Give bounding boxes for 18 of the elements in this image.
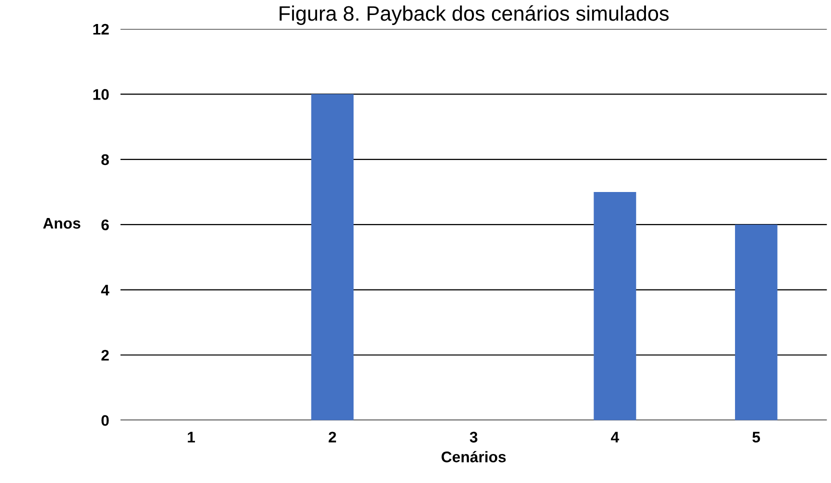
- x-tick-label: 4: [610, 432, 620, 442]
- x-tick-label: 3: [470, 432, 478, 443]
- chart-title: Figura 8. Payback dos cenários simulados: [280, 5, 669, 25]
- y-axis-title: Anos: [43, 218, 80, 229]
- y-tick-label: 4: [101, 284, 110, 296]
- y-tick-label: 8: [101, 154, 109, 166]
- x-tick-label: 2: [328, 432, 336, 442]
- bar: [311, 94, 354, 420]
- y-tick-label: 0: [101, 415, 109, 426]
- bar: [735, 224, 778, 420]
- x-axis-title: Cenários: [442, 450, 506, 462]
- y-tick-label: 6: [101, 219, 109, 230]
- bar: [594, 192, 636, 420]
- x-tick-label: 1: [188, 432, 195, 442]
- y-tick-label: 2: [101, 350, 109, 361]
- x-tick-label: 5: [752, 432, 760, 443]
- y-tick-label: 12: [93, 24, 109, 35]
- y-tick-label: 10: [93, 89, 109, 100]
